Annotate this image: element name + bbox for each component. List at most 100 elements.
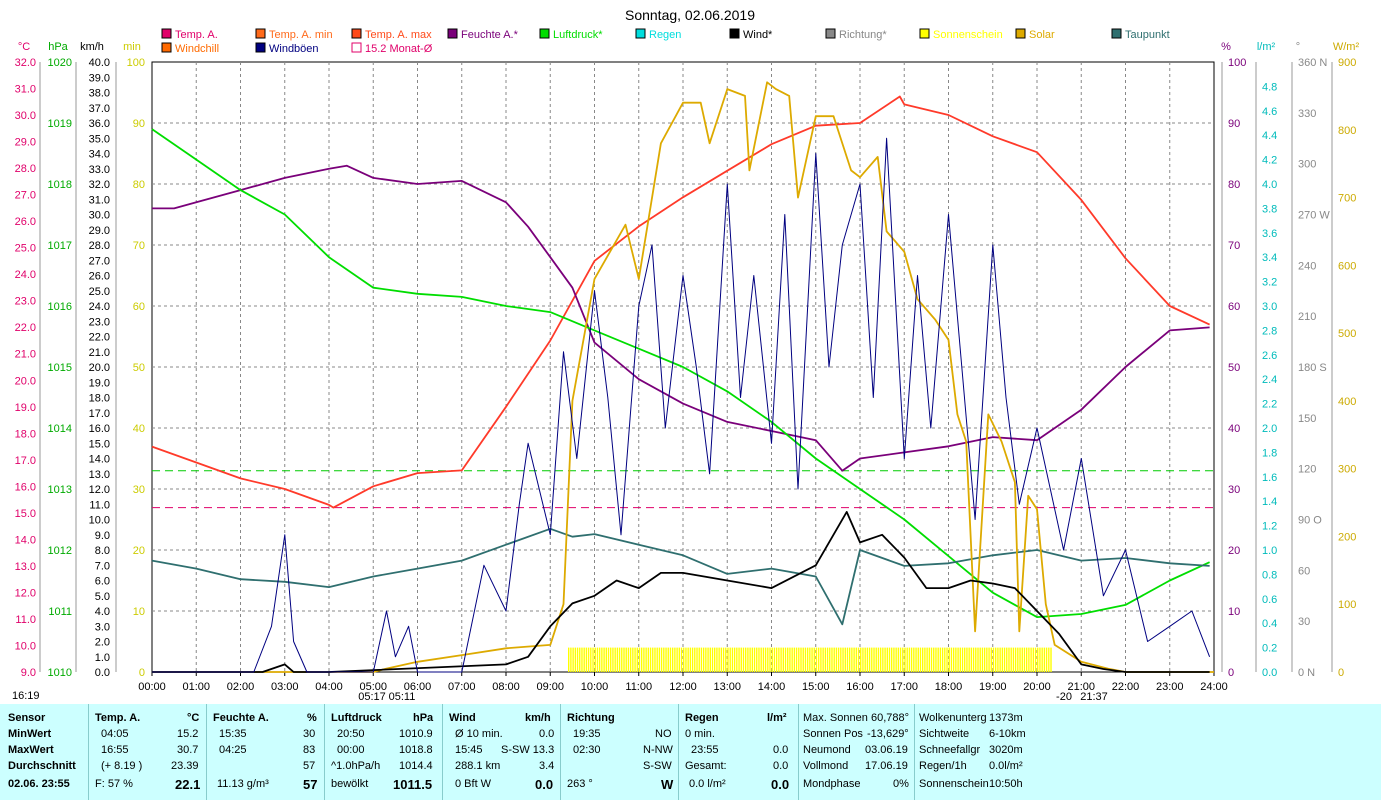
sun-mark-label: 05:17 bbox=[358, 691, 386, 703]
temp-tick-label: 18.0 bbox=[15, 428, 36, 440]
wind-tick-label: 38.0 bbox=[89, 88, 110, 100]
solar-tick-label: 200 bbox=[1338, 531, 1356, 543]
wind-tick-label: 13.0 bbox=[89, 469, 110, 481]
legend-swatch bbox=[1111, 28, 1122, 39]
legend-label: Sonnenschein bbox=[933, 29, 1003, 41]
stats-sensor: Sensor MinWert MaxWert Durchschnitt 02.0… bbox=[0, 704, 88, 800]
legend-label: Feuchte A.* bbox=[461, 29, 519, 41]
sun-min-tick-label: 30 bbox=[133, 484, 145, 496]
stats-rain: Regen l/m² 0 min. 23:55 0.0 Gesamt: 0.0 … bbox=[678, 704, 799, 800]
legend-label: Wind* bbox=[743, 29, 773, 41]
series-feuchte-a bbox=[152, 164, 1210, 472]
x-tick-label: 05:00 bbox=[359, 681, 387, 693]
pressure-tick-label: 1020 bbox=[48, 57, 72, 69]
right-axes: 10090807060504030201004.84.64.44.24.03.8… bbox=[1221, 57, 1356, 679]
pressure-tick-label: 1011 bbox=[48, 606, 72, 618]
legend-swatch bbox=[255, 42, 266, 53]
x-tick-label: 20:00 bbox=[1023, 681, 1051, 693]
x-tick-label: 09:00 bbox=[536, 681, 564, 693]
weather-chart: Sonntag, 02.06.2019 Temp. A. Temp. A. min… bbox=[15, 7, 1360, 703]
wind-tick-label: 23.0 bbox=[89, 316, 110, 328]
humidity-tick-label: 80 bbox=[1228, 179, 1240, 191]
wind-tick-label: 4.0 bbox=[95, 606, 110, 618]
sun-min-tick-label: 60 bbox=[133, 301, 145, 313]
temp-tick-label: 15.0 bbox=[15, 508, 36, 520]
legend-label: Taupunkt bbox=[1125, 29, 1170, 41]
sun-r3a: Neumond bbox=[803, 744, 851, 756]
temp-max-time: 16:55 bbox=[101, 744, 129, 756]
humidity-tick-label: 30 bbox=[1228, 484, 1240, 496]
temp-tick-label: 21.0 bbox=[15, 349, 36, 361]
rain-tick-label: 4.2 bbox=[1262, 155, 1277, 167]
wind-tick-label: 29.0 bbox=[89, 225, 110, 237]
direction-tick-label: 60 bbox=[1298, 565, 1310, 577]
rain-header: Regen bbox=[685, 712, 719, 724]
series-temp-a bbox=[151, 95, 1210, 509]
stats-panel: Sensor MinWert MaxWert Durchschnitt 02.0… bbox=[0, 704, 1381, 800]
humidity-tick-label: 60 bbox=[1228, 301, 1240, 313]
wind-tick-label: 14.0 bbox=[89, 454, 110, 466]
wind-unit: km/h bbox=[525, 712, 551, 724]
sunshine-bars bbox=[567, 647, 1052, 672]
rain-r4a: 0.0 l/m² bbox=[689, 778, 726, 790]
humidity-tick-label: 40 bbox=[1228, 423, 1240, 435]
humidity-tick-label: 10 bbox=[1228, 606, 1240, 618]
wind-tick-label: 33.0 bbox=[89, 164, 110, 176]
direction-tick-label: 0 N bbox=[1298, 667, 1315, 679]
rain-r1a: 0 min. bbox=[685, 728, 715, 740]
stats-humidity: Feuchte A. % 15:35 30 04:25 83 57 11.13 … bbox=[206, 704, 325, 800]
series-solar bbox=[152, 81, 1214, 673]
x-tick-label: 21:00 bbox=[1067, 681, 1095, 693]
misc-r5b: 10:50h bbox=[989, 778, 1023, 790]
sun-min-tick-label: 40 bbox=[133, 423, 145, 435]
rain-tick-label: 2.8 bbox=[1262, 325, 1277, 337]
wind-tick-label: 20.0 bbox=[89, 362, 110, 374]
wind-tick-label: 32.0 bbox=[89, 179, 110, 191]
legend-label: Luftdruck* bbox=[553, 29, 603, 41]
wind-tick-label: 6.0 bbox=[95, 576, 110, 588]
dir-r2b: N-NW bbox=[643, 744, 673, 756]
direction-tick-label: 240 bbox=[1298, 260, 1316, 272]
temp-tick-label: 11.0 bbox=[15, 614, 36, 626]
wind-tick-label: 39.0 bbox=[89, 72, 110, 84]
x-tick-label: 24:00 bbox=[1200, 681, 1228, 693]
temp-max: 30.7 bbox=[177, 744, 199, 756]
wind-tick-label: 12.0 bbox=[89, 484, 110, 496]
misc-r2b: 6-10km bbox=[989, 728, 1026, 740]
sun-min-tick-label: 0 bbox=[139, 667, 145, 679]
temp-tick-label: 20.0 bbox=[15, 375, 36, 387]
temp-tick-label: 24.0 bbox=[15, 269, 36, 281]
x-tick-label: 08:00 bbox=[492, 681, 520, 693]
solar-tick-label: 600 bbox=[1338, 260, 1356, 272]
misc-r1a: Wolkenunterg bbox=[919, 712, 987, 724]
wind-tick-label: 17.0 bbox=[89, 408, 110, 420]
x-tick-label: 23:00 bbox=[1156, 681, 1184, 693]
solar-tick-label: 400 bbox=[1338, 396, 1356, 408]
x-tick-label: 19:00 bbox=[979, 681, 1007, 693]
solar-tick-label: 100 bbox=[1338, 599, 1356, 611]
rain-tick-label: 1.6 bbox=[1262, 472, 1277, 484]
temp-avg: 23.39 bbox=[171, 760, 199, 772]
wind-tick-label: 8.0 bbox=[95, 545, 110, 557]
wind-tick-label: 19.0 bbox=[89, 377, 110, 389]
temp-tick-label: 27.0 bbox=[15, 190, 36, 202]
wind-r3b: 3.4 bbox=[539, 760, 555, 772]
sun-min-tick-label: 100 bbox=[127, 57, 145, 69]
press-sky: bewölkt bbox=[331, 778, 369, 790]
wind-tick-label: 36.0 bbox=[89, 118, 110, 130]
hum-header: Feuchte A. bbox=[213, 712, 269, 724]
press-min: 1010.9 bbox=[399, 728, 433, 740]
row-label-max: MaxWert bbox=[8, 744, 54, 756]
x-tick-label: 15:00 bbox=[802, 681, 830, 693]
x-tick-label: 07:00 bbox=[448, 681, 476, 693]
solar-tick-label: 300 bbox=[1338, 464, 1356, 476]
rain-r2a: 23:55 bbox=[691, 744, 719, 756]
direction-tick-label: 210 bbox=[1298, 311, 1316, 323]
direction-tick-label: 90 O bbox=[1298, 515, 1322, 527]
wind-tick-label: 30.0 bbox=[89, 210, 110, 222]
solar-tick-label: 700 bbox=[1338, 193, 1356, 205]
wind-r4b: 0.0 bbox=[535, 777, 554, 792]
wind-tick-label: 22.0 bbox=[89, 332, 110, 344]
temp-tick-label: 9.0 bbox=[21, 667, 36, 679]
solar-tick-label: 0 bbox=[1338, 667, 1344, 679]
